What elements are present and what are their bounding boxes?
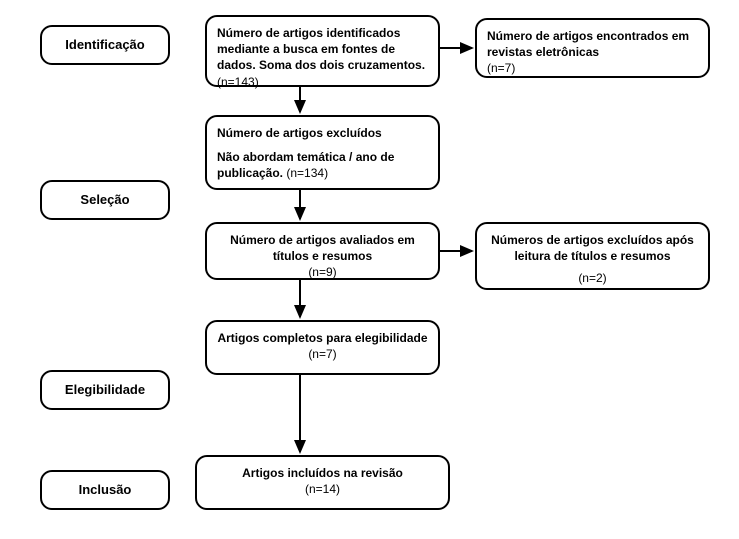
- box-identified: Número de artigos identificados mediante…: [205, 15, 440, 87]
- box-excluded-title: Número de artigos excluídos: [217, 125, 428, 141]
- stage-inclusao-label: Inclusão: [79, 481, 132, 499]
- box-fulltext-text: Artigos completos para elegibilidade: [217, 330, 428, 346]
- box-identified-count: (n=143): [217, 75, 259, 89]
- box-electronic-count: (n=7): [487, 60, 698, 76]
- stage-identificacao: Identificação: [40, 25, 170, 65]
- box-identified-text: Número de artigos identificados mediante…: [217, 26, 425, 72]
- stage-identificacao-label: Identificação: [65, 36, 144, 54]
- stage-selecao-label: Seleção: [80, 191, 129, 209]
- box-electronic-journals: Número de artigos encontrados em revista…: [475, 18, 710, 78]
- box-excluded2-count: (n=2): [487, 270, 698, 286]
- box-fulltext-count: (n=7): [217, 346, 428, 362]
- box-included-count: (n=14): [207, 481, 438, 497]
- stage-elegibilidade-label: Elegibilidade: [65, 381, 145, 399]
- box-evaluated-count: (n=9): [217, 264, 428, 280]
- flowchart-canvas: Identificação Seleção Elegibilidade Incl…: [0, 0, 739, 539]
- box-excluded-count: (n=134): [286, 166, 328, 180]
- box-included: Artigos incluídos na revisão (n=14): [195, 455, 450, 510]
- stage-selecao: Seleção: [40, 180, 170, 220]
- box-excluded-after-reading: Números de artigos excluídos após leitur…: [475, 222, 710, 290]
- box-evaluated-titles: Número de artigos avaliados em títulos e…: [205, 222, 440, 280]
- box-excluded-topic: Número de artigos excluídos Não abordam …: [205, 115, 440, 190]
- box-fulltext-eligibility: Artigos completos para elegibilidade (n=…: [205, 320, 440, 375]
- box-evaluated-text: Número de artigos avaliados em títulos e…: [217, 232, 428, 264]
- box-included-text: Artigos incluídos na revisão: [207, 465, 438, 481]
- box-electronic-text: Número de artigos encontrados em revista…: [487, 28, 698, 60]
- stage-inclusao: Inclusão: [40, 470, 170, 510]
- box-excluded2-text: Números de artigos excluídos após leitur…: [487, 232, 698, 264]
- stage-elegibilidade: Elegibilidade: [40, 370, 170, 410]
